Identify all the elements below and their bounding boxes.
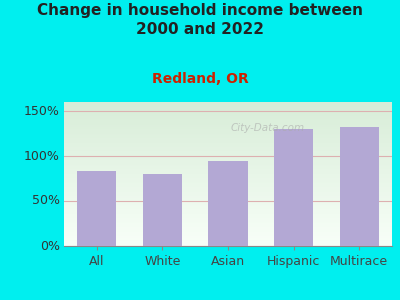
- Text: 0%: 0%: [40, 239, 60, 253]
- Text: 100%: 100%: [24, 149, 60, 163]
- Text: City-Data.com: City-Data.com: [230, 123, 304, 133]
- Bar: [208, 160, 248, 246]
- Bar: [274, 129, 313, 246]
- Text: 50%: 50%: [32, 194, 60, 208]
- Text: Change in household income between
2000 and 2022: Change in household income between 2000 …: [37, 3, 363, 37]
- Bar: [77, 171, 116, 246]
- Bar: [340, 127, 379, 246]
- Bar: [143, 174, 182, 246]
- Text: 150%: 150%: [24, 104, 60, 118]
- Text: Redland, OR: Redland, OR: [152, 72, 248, 86]
